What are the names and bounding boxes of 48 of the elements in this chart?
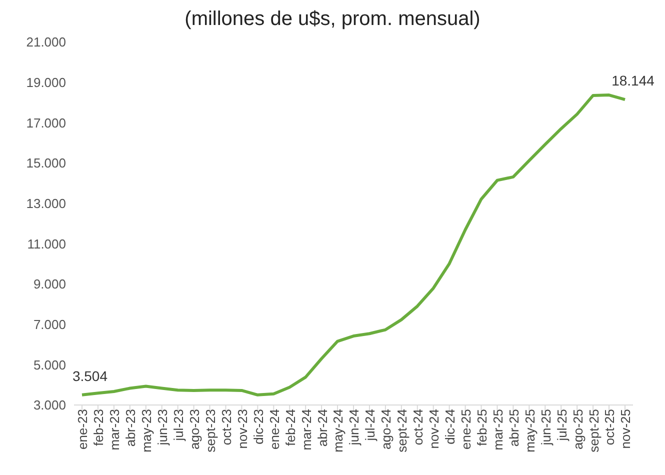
x-tick-label: feb-24 [282, 409, 298, 446]
x-tick-label: dic-23 [250, 409, 266, 444]
x-tick-label: abr-25 [506, 409, 522, 447]
x-tick-label: nov-25 [618, 409, 634, 449]
x-tick-label: feb-25 [474, 409, 490, 446]
x-tick-label: may-24 [330, 409, 346, 452]
x-tick-label: ago-23 [187, 409, 202, 450]
x-tick-label: ene-25 [458, 409, 474, 450]
x-tick-label: oct-24 [410, 409, 426, 446]
x-tick-label: ago-25 [570, 409, 586, 450]
x-tick-label: may-23 [139, 409, 154, 452]
y-tick-label: 21.000 [26, 34, 66, 50]
x-tick-label: ene-23 [75, 409, 90, 450]
x-tick-label: jun-23 [155, 409, 170, 446]
y-tick-label: 9.000 [33, 276, 66, 292]
y-tick-label: 3.000 [33, 398, 66, 413]
x-tick-label: jul-23 [171, 409, 186, 442]
y-tick-label: 11.000 [27, 236, 66, 252]
y-tick-label: 13.000 [26, 196, 66, 211]
x-tick-label: jul-24 [362, 409, 378, 442]
x-tick-label: jun-24 [346, 409, 362, 446]
y-tick-label: 17.000 [26, 115, 66, 130]
y-tick-label: 19.000 [26, 74, 66, 90]
x-tick-label: jul-25 [554, 409, 570, 442]
x-tick-label: sept-25 [586, 409, 602, 452]
y-tick-label: 15.000 [26, 156, 66, 171]
x-tick-label: jun-25 [538, 409, 554, 446]
x-tick-label: mar-23 [107, 409, 122, 450]
x-tick-label: ene-24 [266, 409, 282, 450]
x-tick-label: feb-23 [91, 409, 106, 446]
x-tick-label: ago-24 [378, 409, 394, 450]
x-tick-label: abr-24 [314, 409, 330, 447]
chart-title: (millones de u$s, prom. mensual) [184, 8, 482, 31]
x-tick-label: oct-25 [602, 409, 618, 446]
x-tick-label: may-25 [522, 409, 538, 452]
x-tick-label: sept-23 [202, 409, 218, 452]
x-tick-label: sept-24 [394, 409, 410, 452]
x-tick-label: abr-23 [123, 409, 138, 447]
x-tick-label: dic-24 [442, 409, 458, 444]
x-tick-label: mar-25 [490, 409, 506, 450]
x-tick-label: mar-24 [298, 409, 314, 450]
data-label: 18.144 [612, 72, 655, 89]
data-label: 3.504 [72, 368, 108, 384]
x-tick-label: oct-23 [218, 409, 234, 446]
x-tick-label: nov-24 [426, 409, 442, 449]
y-tick-label: 7.000 [33, 316, 66, 332]
x-tick-label: nov-23 [234, 409, 250, 449]
y-tick-label: 5.000 [33, 357, 66, 372]
